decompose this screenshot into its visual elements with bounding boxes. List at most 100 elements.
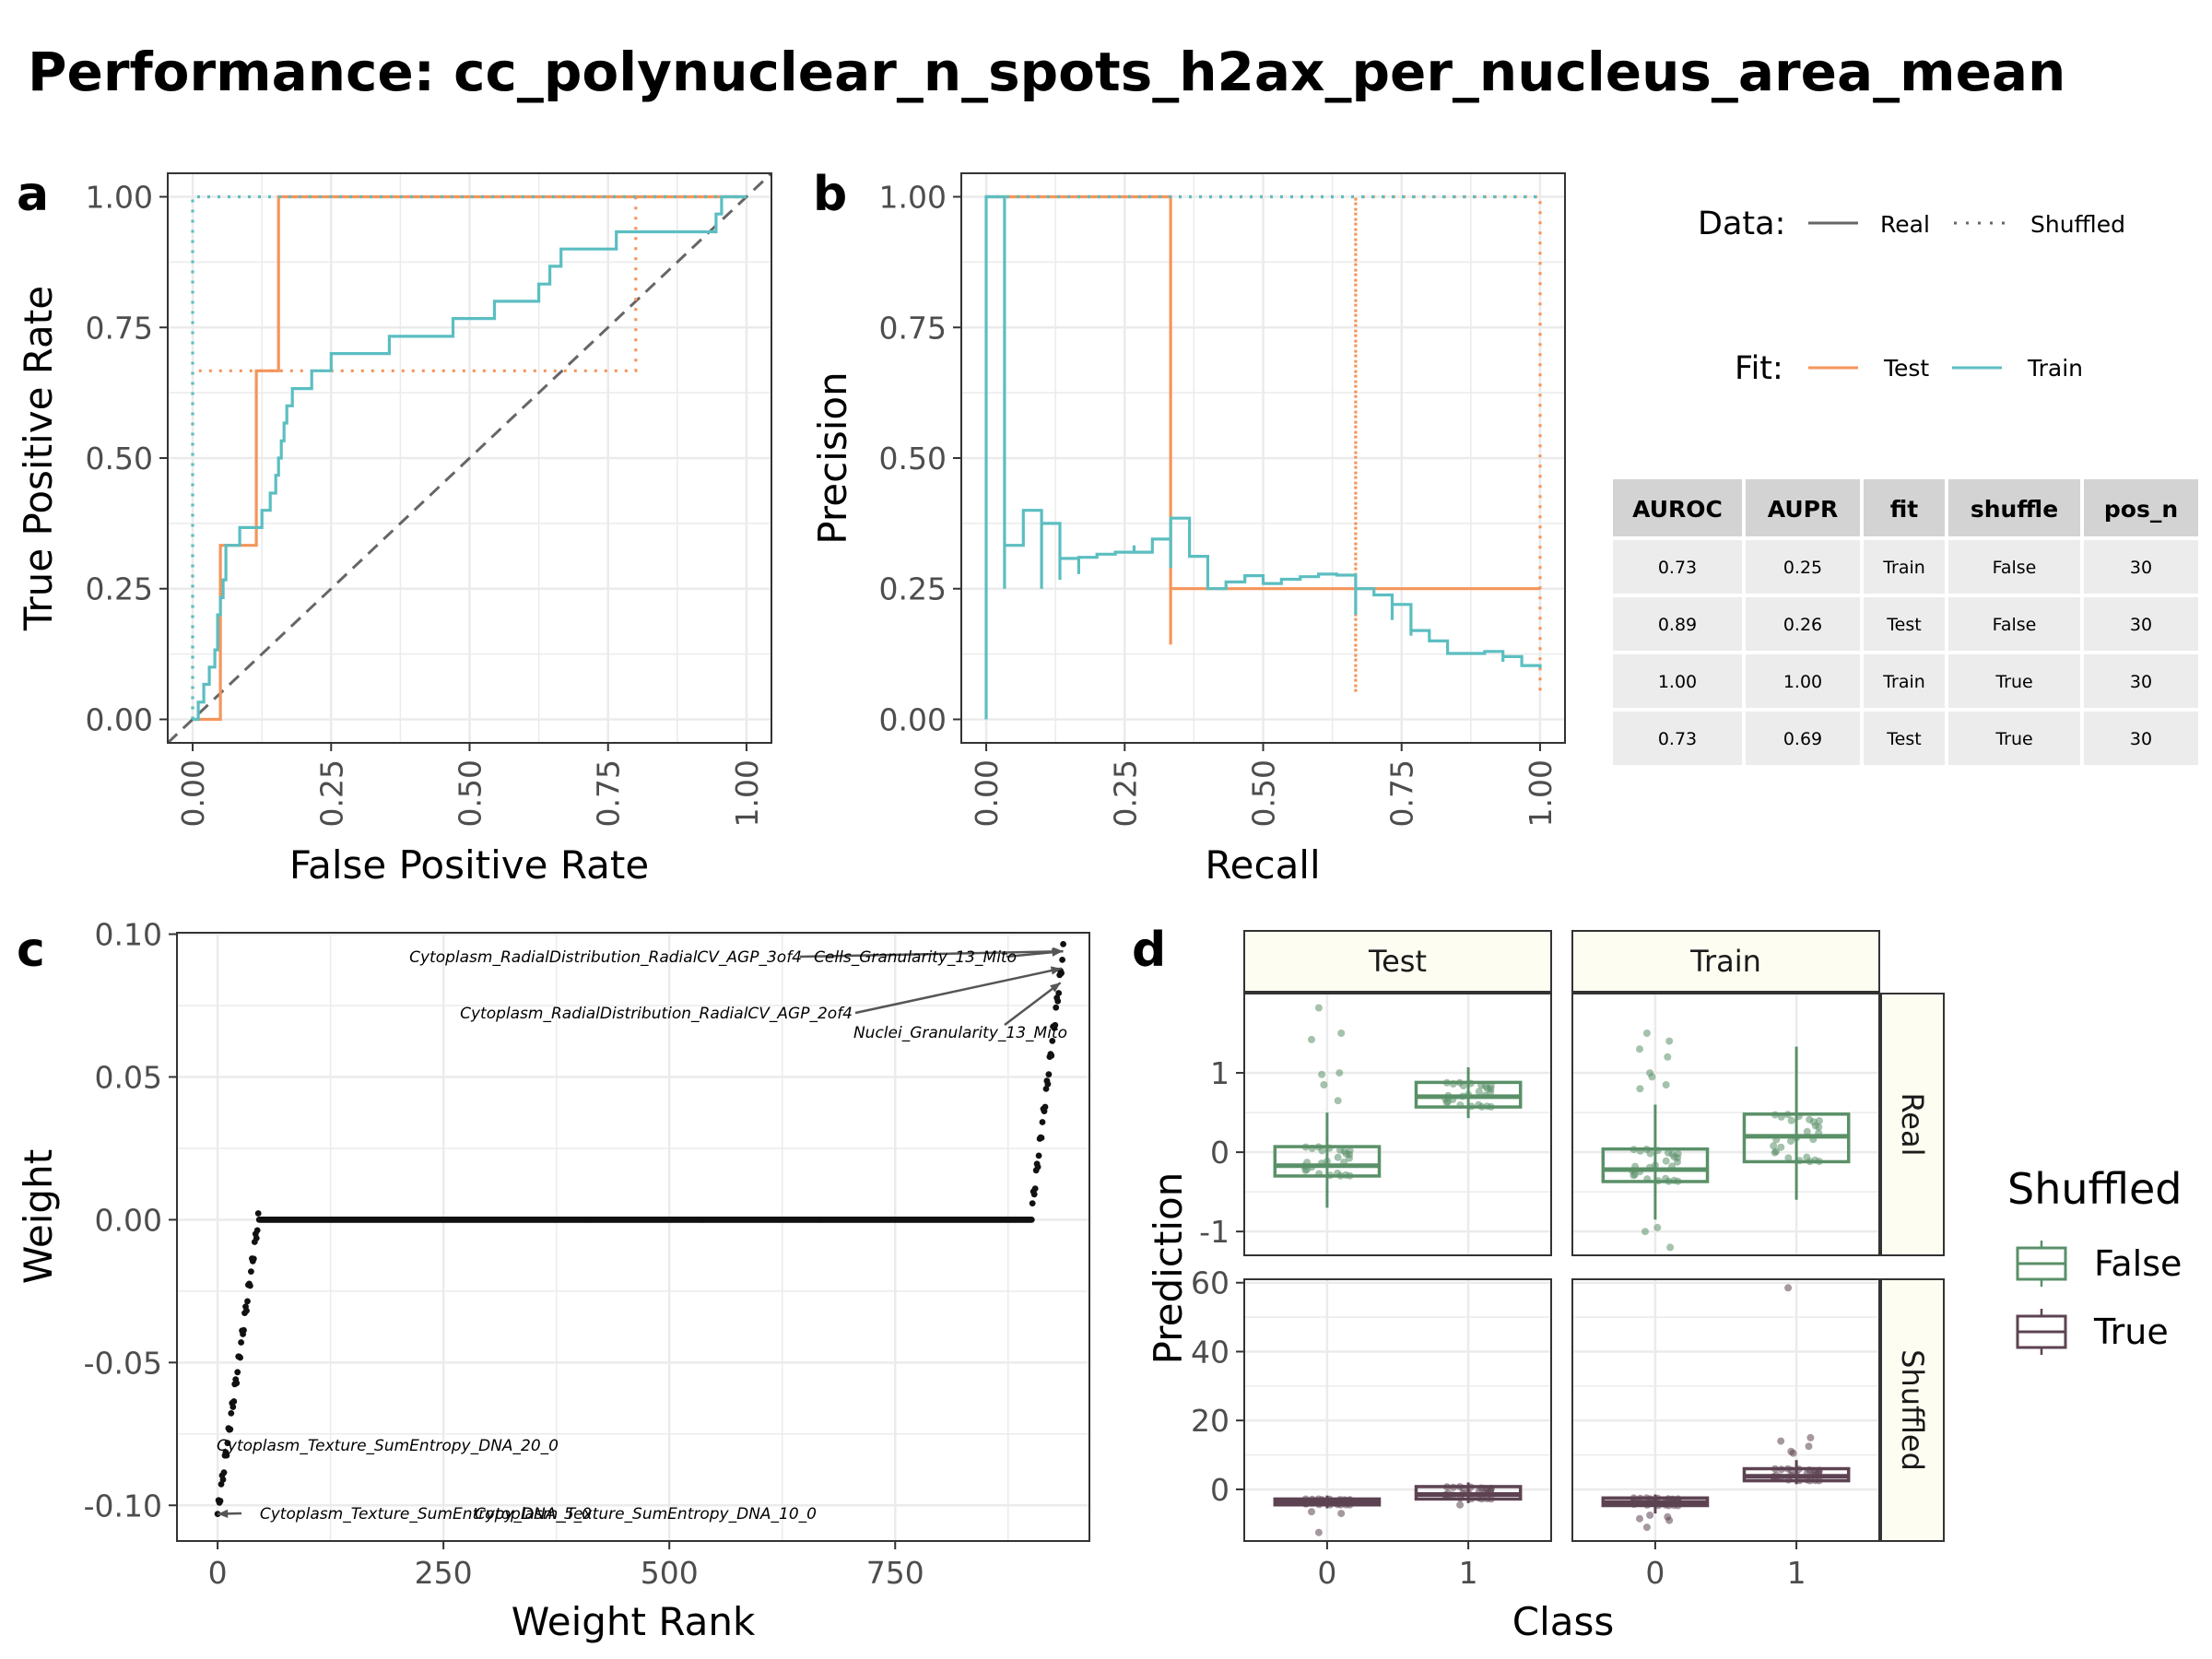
annotation-connector — [854, 967, 1062, 1015]
table-cell-bg — [1948, 654, 2080, 708]
outlier-point — [1636, 1045, 1643, 1053]
pr-x-tick-label: 1.00 — [1523, 759, 1559, 827]
table-cell-bg — [1864, 654, 1945, 708]
jitter-point — [1674, 1149, 1682, 1158]
table-cell-bg — [1613, 540, 1742, 594]
outlier-point — [1789, 1449, 1797, 1457]
roc-curve-panel: 0.00 0.00 0.25 0.25 0.50 0.50 0.75 0.75 1.00 1.00… — [16, 171, 773, 888]
weight-point — [1044, 1080, 1052, 1088]
table-cell-bg — [1613, 654, 1742, 708]
table-cell: Train — [1882, 558, 1925, 578]
weight-point — [243, 1307, 250, 1314]
outlier-point — [1636, 1085, 1644, 1093]
pr-tick-labels: 0.00 0.00 0.25 0.25 0.50 0.50 0.75 0.75 1.00 1.00 — [879, 180, 1559, 828]
jitter-point — [1787, 1137, 1794, 1146]
weight-point — [223, 1452, 230, 1459]
weight-point — [253, 1235, 260, 1241]
prediction-x-tick-label: 1 — [1787, 1555, 1806, 1591]
table-cell-bg — [1613, 597, 1742, 651]
pr-y-tick-label: 0.75 — [879, 310, 947, 346]
facet-strip-shuffled — [1880, 1278, 1945, 1542]
annotation-label: Cytoplasm_Texture_SumEntropy_DNA_10_0 — [475, 1505, 817, 1524]
prediction-y-tick-label: 40 — [1191, 1334, 1230, 1370]
outlier-point — [1664, 1053, 1672, 1061]
jitter-point — [1346, 1154, 1353, 1162]
box-body — [1601, 1147, 1710, 1183]
weight-point — [248, 1268, 254, 1275]
table-cell: Train — [1882, 672, 1925, 692]
table-cell: 0.69 — [1783, 729, 1822, 749]
shuffled-legend-true-label: True — [2093, 1312, 2169, 1352]
table-header-shuffle: shuffle — [1971, 496, 2058, 523]
table-cell: 30 — [2130, 558, 2152, 578]
table-cell: 30 — [2130, 729, 2152, 749]
outlier-point — [1320, 1081, 1328, 1088]
prediction-y-axis-title: Prediction — [1146, 1172, 1191, 1365]
weight-point — [237, 1354, 243, 1361]
jitter-point — [1803, 1127, 1811, 1135]
jitter-point — [1323, 1158, 1331, 1165]
roc-y-axis-title: True Positive Rate — [16, 286, 61, 631]
table-header-cell — [1864, 479, 1945, 536]
weight-point — [233, 1380, 241, 1387]
outlier-point — [1337, 1030, 1346, 1037]
table-header-auroc: AUROC — [1632, 496, 1723, 523]
roc-chance-diagonal — [166, 171, 773, 745]
table-header-pos_n: pos_n — [2104, 496, 2178, 523]
table-header-cell — [1746, 479, 1860, 536]
outlier-point — [1662, 1081, 1670, 1088]
table-cell-bg — [2084, 712, 2198, 765]
table-cell-bg — [1746, 654, 1860, 708]
table-cell: True — [1994, 729, 2032, 749]
outlier-point — [1636, 1514, 1643, 1523]
prediction-facets: Test Train Real Shuffled 1 0 -1 60 40 20 0 0 1 0 1 — [1191, 930, 1945, 1591]
data-legend-title: Data: — [1698, 206, 1785, 242]
table-cell-bg — [2084, 654, 2198, 708]
fit-legend-title: Fit: — [1735, 350, 1783, 387]
outlier-point — [1642, 1030, 1651, 1037]
table-cell-bg — [1948, 712, 2080, 765]
table-cell: 0.73 — [1658, 729, 1697, 749]
weight-point — [1042, 1086, 1050, 1092]
weight-point — [1041, 1103, 1049, 1111]
weight-point — [1059, 957, 1065, 963]
weight-point — [228, 1410, 235, 1417]
roc-x-tick-label: 1.00 — [729, 759, 765, 827]
weight-point — [1045, 1071, 1053, 1078]
outlier-point — [1666, 1243, 1675, 1252]
shuffled-legend-false-label: False — [2094, 1243, 2182, 1284]
pr-x-tick-label: 0.50 — [1246, 759, 1282, 827]
pr-x-axis-title: Recall — [1205, 842, 1320, 888]
roc-curves — [166, 171, 773, 745]
prediction-y-tick-label: 20 — [1191, 1403, 1230, 1439]
jitter-point — [1442, 1099, 1451, 1106]
jitter-point — [1301, 1166, 1310, 1174]
data-legend-real-label: Real — [1880, 211, 1930, 238]
weight-x-axis-title: Weight Rank — [512, 1599, 756, 1644]
roc-x-tick-label: 0.50 — [453, 759, 488, 827]
annotation-label: Cytoplasm_RadialDistribution_RadialCV_AG… — [460, 1005, 853, 1023]
table-header-fit: fit — [1890, 496, 1919, 523]
jitter-point — [1784, 1154, 1793, 1162]
weight-point — [1048, 1052, 1055, 1059]
table-header-cell — [1948, 479, 2080, 536]
weight-point — [224, 1440, 231, 1447]
annotation-connector — [799, 949, 1064, 959]
outlier-point — [1318, 1070, 1326, 1078]
panel-letter-a: a — [17, 167, 49, 222]
jitter-point — [1665, 1148, 1672, 1157]
outlier-point — [1646, 1512, 1654, 1519]
pr-x-tick-label: 0.00 — [969, 759, 1005, 827]
jitter-point — [1646, 1149, 1654, 1158]
facet-panel-border — [1243, 1278, 1552, 1542]
annotation-label: Nuclei_Granularity_13_Mito — [853, 1024, 1067, 1042]
panel-letter-b: b — [813, 167, 847, 222]
weight-y-tick-label: -0.10 — [84, 1488, 162, 1524]
jitter-point — [1487, 1088, 1495, 1096]
weight-point — [1031, 1185, 1039, 1192]
outlier-point — [1648, 1073, 1656, 1081]
weight-y-tick-label: 0.00 — [95, 1202, 162, 1238]
facet-panel-shuffled-train — [1571, 1278, 1880, 1542]
weight-point — [241, 1326, 247, 1334]
